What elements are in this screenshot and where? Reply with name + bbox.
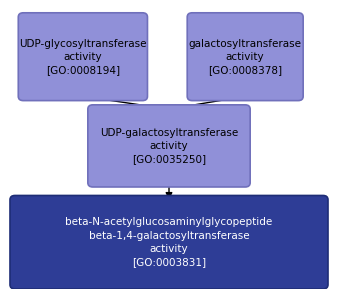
Text: UDP-glycosyltransferase
activity
[GO:0008194]: UDP-glycosyltransferase activity [GO:000…: [19, 38, 147, 75]
Text: UDP-galactosyltransferase
activity
[GO:0035250]: UDP-galactosyltransferase activity [GO:0…: [100, 128, 238, 164]
Text: beta-N-acetylglucosaminylglycopeptide
beta-1,4-galactosyltransferase
activity
[G: beta-N-acetylglucosaminylglycopeptide be…: [65, 217, 273, 267]
FancyBboxPatch shape: [88, 105, 250, 187]
FancyBboxPatch shape: [187, 13, 303, 101]
Text: galactosyltransferase
activity
[GO:0008378]: galactosyltransferase activity [GO:00083…: [189, 38, 302, 75]
FancyBboxPatch shape: [18, 13, 147, 101]
FancyBboxPatch shape: [10, 195, 328, 289]
